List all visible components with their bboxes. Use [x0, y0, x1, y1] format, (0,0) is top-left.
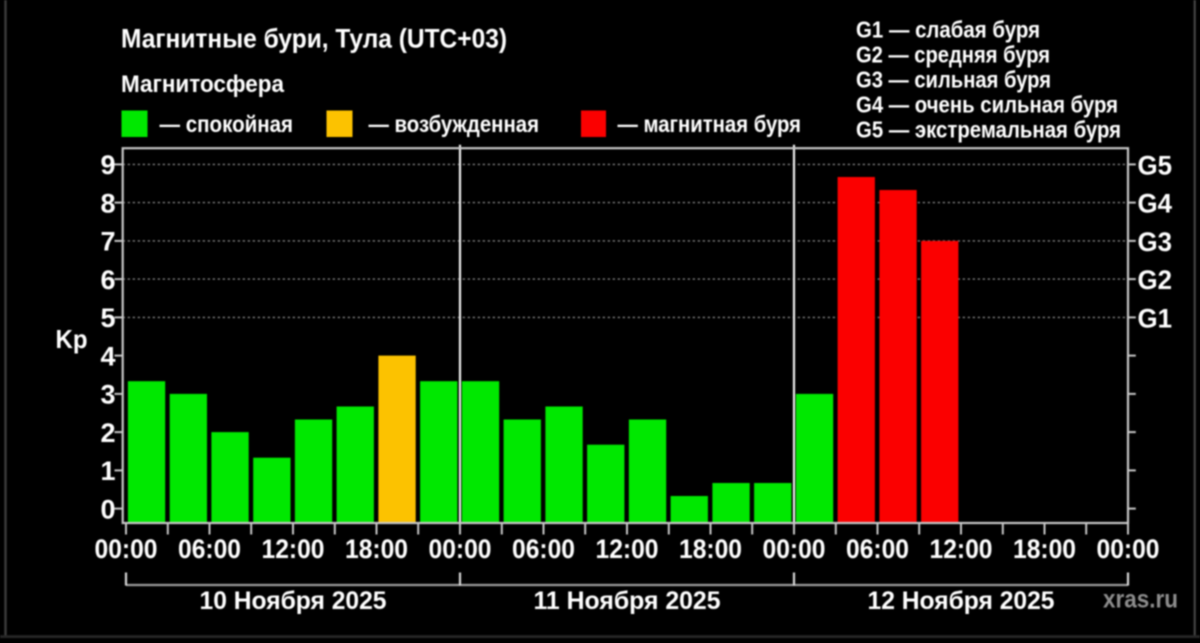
- svg-text:Магнитные бури, Тула (UTC+03): Магнитные бури, Тула (UTC+03): [121, 24, 507, 54]
- svg-text:12:00: 12:00: [596, 534, 659, 564]
- svg-text:G3: G3: [1138, 227, 1173, 257]
- svg-text:12:00: 12:00: [930, 534, 993, 564]
- svg-text:G5: G5: [1138, 150, 1173, 180]
- svg-text:18:00: 18:00: [1013, 534, 1076, 564]
- svg-text:18:00: 18:00: [679, 534, 742, 564]
- svg-text:— возбужденная: — возбужденная: [369, 111, 540, 137]
- svg-text:6: 6: [100, 265, 115, 295]
- svg-text:4: 4: [100, 341, 115, 371]
- svg-text:G2 — средняя буря: G2 — средняя буря: [856, 41, 1050, 67]
- svg-text:3: 3: [100, 380, 115, 410]
- svg-text:G5 — экстремальная буря: G5 — экстремальная буря: [856, 116, 1121, 142]
- svg-text:Kp: Kp: [56, 324, 88, 354]
- svg-text:7: 7: [100, 227, 115, 257]
- svg-text:— магнитная буря: — магнитная буря: [618, 111, 802, 137]
- svg-text:G1 — слабая буря: G1 — слабая буря: [856, 16, 1040, 42]
- svg-text:0: 0: [100, 494, 115, 524]
- svg-text:06:00: 06:00: [178, 534, 241, 564]
- svg-text:11 Ноября 2025: 11 Ноября 2025: [534, 587, 721, 615]
- svg-text:00:00: 00:00: [95, 534, 158, 564]
- svg-text:9: 9: [100, 150, 115, 180]
- svg-text:G4: G4: [1138, 189, 1173, 219]
- svg-text:xras.ru: xras.ru: [1103, 586, 1178, 614]
- svg-text:5: 5: [100, 303, 115, 333]
- svg-text:00:00: 00:00: [429, 534, 492, 564]
- svg-text:12:00: 12:00: [262, 534, 325, 564]
- svg-text:1: 1: [100, 456, 115, 486]
- svg-text:00:00: 00:00: [1097, 534, 1160, 564]
- svg-text:— спокойная: — спокойная: [160, 111, 294, 137]
- svg-text:G2: G2: [1138, 265, 1173, 295]
- svg-text:Магнитосфера: Магнитосфера: [121, 71, 285, 98]
- svg-text:G3 — сильная буря: G3 — сильная буря: [856, 66, 1051, 92]
- svg-text:18:00: 18:00: [345, 534, 408, 564]
- svg-text:06:00: 06:00: [846, 534, 909, 564]
- svg-text:G4 — очень сильная буря: G4 — очень сильная буря: [856, 91, 1118, 117]
- svg-text:2: 2: [100, 418, 115, 448]
- svg-text:00:00: 00:00: [763, 534, 826, 564]
- svg-text:G1: G1: [1138, 303, 1173, 333]
- svg-text:10 Ноября 2025: 10 Ноября 2025: [200, 587, 387, 615]
- svg-text:8: 8: [100, 188, 115, 218]
- svg-text:12 Ноября 2025: 12 Ноября 2025: [868, 587, 1055, 615]
- svg-text:06:00: 06:00: [512, 534, 575, 564]
